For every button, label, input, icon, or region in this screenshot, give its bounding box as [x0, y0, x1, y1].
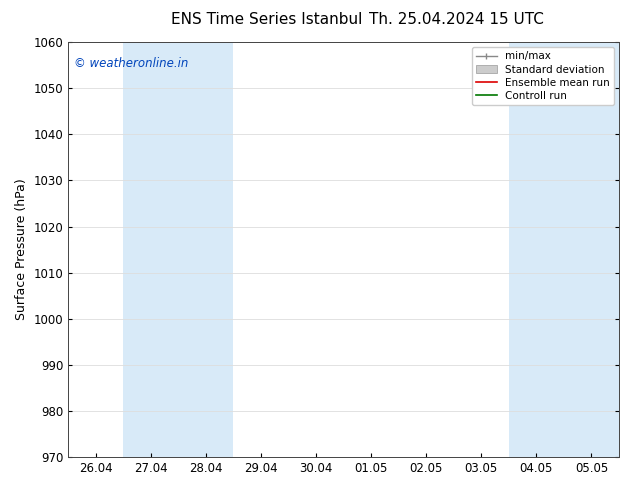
- Bar: [178, 42, 233, 457]
- Bar: [564, 42, 619, 457]
- Text: Th. 25.04.2024 15 UTC: Th. 25.04.2024 15 UTC: [369, 12, 544, 27]
- Legend: min/max, Standard deviation, Ensemble mean run, Controll run: min/max, Standard deviation, Ensemble me…: [472, 47, 614, 105]
- Text: ENS Time Series Istanbul: ENS Time Series Istanbul: [171, 12, 362, 27]
- Bar: [619, 42, 634, 457]
- Y-axis label: Surface Pressure (hPa): Surface Pressure (hPa): [15, 179, 28, 320]
- Bar: [123, 42, 178, 457]
- Bar: [509, 42, 564, 457]
- Text: © weatheronline.in: © weatheronline.in: [74, 56, 188, 70]
